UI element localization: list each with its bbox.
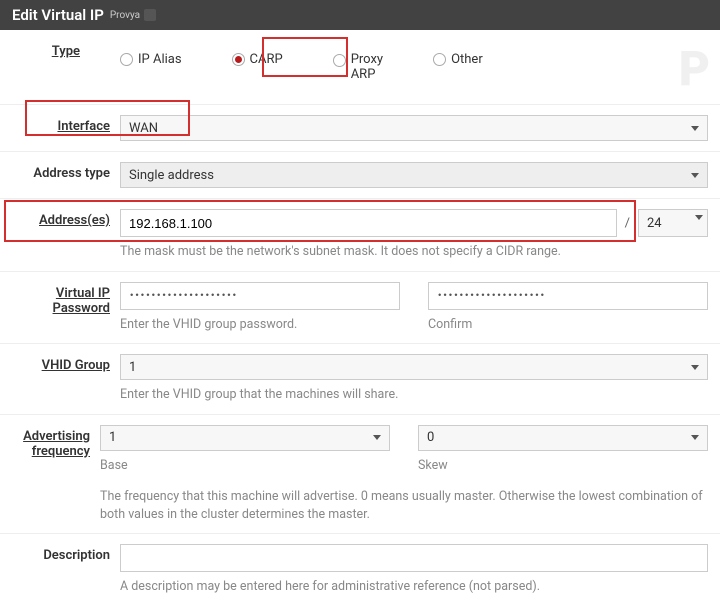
- row-vhid-group: VHID Group 1 Enter the VHID group that t…: [0, 344, 720, 415]
- select-adv-base[interactable]: 1: [100, 425, 390, 451]
- input-vip-password-confirm[interactable]: ••••••••••••••••••••: [428, 282, 708, 310]
- chevron-down-icon: [695, 215, 703, 220]
- radio-ip-alias[interactable]: IP Alias: [120, 52, 182, 67]
- edit-virtual-ip-form: Edit Virtual IP Provya P Type IP Alias C…: [0, 0, 720, 606]
- row-adv-frequency: Advertising frequency 1 Base 0 Skew: [0, 415, 720, 535]
- chevron-down-icon: [369, 430, 385, 446]
- select-adv-skew[interactable]: 0: [418, 425, 708, 451]
- label-vip-password: Virtual IP Password: [0, 282, 120, 317]
- brand-icon: [144, 9, 156, 21]
- chevron-down-icon: [687, 120, 703, 136]
- help-vip-password-confirm: Confirm: [428, 316, 708, 334]
- panel-title: Edit Virtual IP: [12, 6, 104, 24]
- radio-carp[interactable]: CARP: [232, 52, 283, 67]
- select-address-mask[interactable]: 24: [638, 209, 708, 237]
- panel-header: Edit Virtual IP Provya: [0, 0, 720, 30]
- chevron-down-icon: [687, 430, 703, 446]
- help-vhid-group: Enter the VHID group that the machines w…: [120, 386, 708, 404]
- radio-proxy-arp[interactable]: Proxy ARP: [333, 52, 383, 82]
- label-interface: Interface: [0, 115, 120, 134]
- brand-label: Provya: [110, 10, 140, 21]
- row-type: Type IP Alias CARP Proxy ARP: [0, 30, 720, 105]
- row-description: Description A description may be entered…: [0, 534, 720, 606]
- radio-icon: [433, 53, 446, 66]
- radio-icon: [232, 53, 245, 66]
- input-vip-password[interactable]: ••••••••••••••••••••: [120, 282, 400, 310]
- help-description: A description may be entered here for ad…: [120, 578, 708, 596]
- chevron-down-icon: [687, 359, 703, 375]
- row-address-type: Address type Single address: [0, 152, 720, 199]
- radio-other[interactable]: Other: [433, 52, 483, 67]
- address-slash: /: [617, 216, 638, 231]
- type-options-group: IP Alias CARP Proxy ARP Other: [90, 40, 708, 94]
- select-address-type[interactable]: Single address: [120, 162, 708, 188]
- label-vhid-group: VHID Group: [0, 354, 120, 373]
- radio-icon: [333, 54, 346, 67]
- radio-icon: [120, 53, 133, 66]
- input-description[interactable]: [120, 544, 708, 572]
- help-vip-password: Enter the VHID group password.: [120, 316, 400, 334]
- chevron-down-icon: [687, 167, 703, 183]
- help-addresses: The mask must be the network's subnet ma…: [120, 243, 708, 261]
- label-type: Type: [0, 40, 90, 59]
- row-interface: Interface WAN: [0, 105, 720, 152]
- label-adv-skew: Skew: [418, 457, 708, 475]
- input-address-ip[interactable]: [120, 209, 617, 237]
- label-adv-base: Base: [100, 457, 390, 475]
- label-address-type: Address type: [0, 162, 120, 181]
- label-adv-frequency: Advertising frequency: [0, 425, 100, 460]
- label-description: Description: [0, 544, 120, 563]
- select-vhid-group[interactable]: 1: [120, 354, 708, 380]
- select-interface[interactable]: WAN: [120, 115, 708, 141]
- row-addresses: Address(es) / 24 The mask must be the ne…: [0, 199, 720, 272]
- row-vip-password: Virtual IP Password ••••••••••••••••••••…: [0, 272, 720, 345]
- label-addresses: Address(es): [0, 209, 120, 228]
- help-adv-frequency: The frequency that this machine will adv…: [100, 488, 708, 523]
